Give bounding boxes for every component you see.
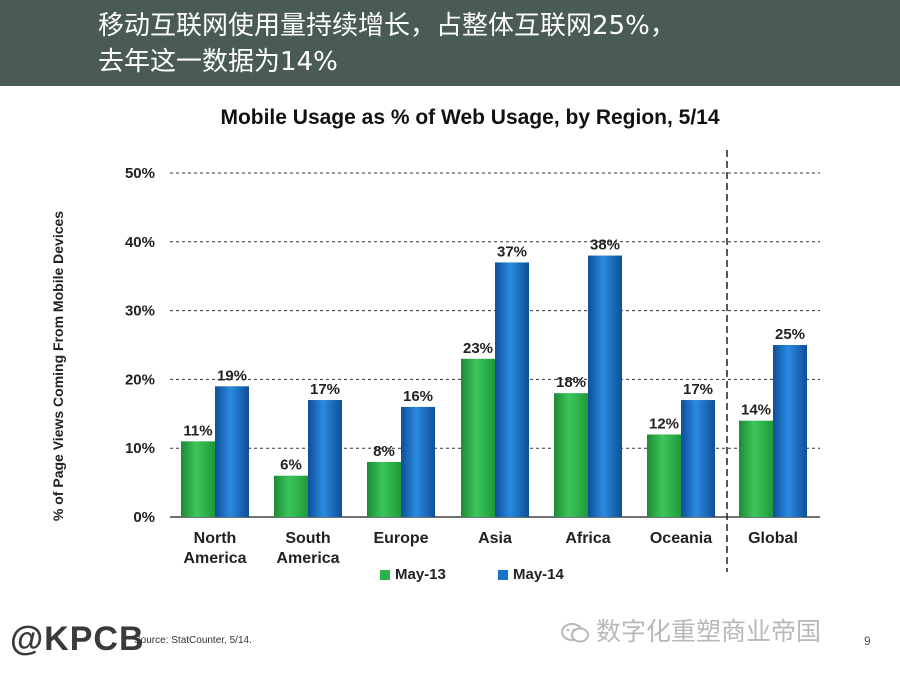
bar-may-13: [367, 461, 401, 517]
title-banner: 移动互联网使用量持续增长，占整体互联网25%， 去年这一数据为14%: [0, 0, 900, 86]
banner-line-2: 去年这一数据为14%: [98, 47, 338, 77]
x-tick-label: Europe: [373, 530, 428, 547]
y-tick-label: 40%: [125, 234, 155, 251]
legend-item-may-13: May-13: [380, 566, 446, 583]
data-label: 16%: [403, 388, 433, 405]
x-tick-label: North America: [183, 530, 246, 567]
chart-title: Mobile Usage as % of Web Usage, by Regio…: [220, 106, 720, 129]
data-label: 19%: [217, 367, 247, 384]
y-tick-label: 10%: [125, 440, 155, 457]
data-label: 25%: [775, 326, 805, 343]
x-tick-label: Oceania: [650, 530, 712, 547]
page-number: 9: [864, 634, 871, 648]
bar-may-13: [647, 434, 681, 517]
legend-swatch-may-13: [380, 570, 390, 581]
bar-may-13: [461, 358, 495, 517]
data-label: 14%: [741, 402, 771, 419]
data-label: 8%: [373, 443, 395, 460]
legend-swatch-may-14: [498, 570, 508, 581]
bar-may-14: [308, 400, 342, 517]
bar-may-13: [181, 441, 215, 517]
legend-label-may-14: May-14: [513, 566, 564, 583]
watermark-text: 数字化重塑商业帝国: [596, 617, 822, 646]
x-tick-label: Africa: [565, 530, 610, 547]
bar-may-14: [495, 262, 529, 517]
bar-may-14: [215, 386, 249, 517]
data-label: 11%: [183, 422, 212, 439]
data-label: 23%: [463, 340, 493, 357]
y-tick-label: 20%: [125, 371, 155, 388]
watermark: 数字化重塑商业帝国: [560, 612, 821, 648]
y-tick-label: 50%: [125, 165, 155, 182]
source-note: Source: StatCounter, 5/14.: [134, 635, 252, 646]
wechat-icon: [561, 623, 589, 643]
data-label: 17%: [683, 381, 713, 398]
x-tick-label: Asia: [478, 530, 512, 547]
data-label: 12%: [649, 415, 679, 432]
bar-may-14: [588, 255, 622, 517]
bar-may-13: [274, 475, 308, 517]
data-label: 37%: [497, 243, 527, 260]
x-tick-label: Global: [748, 530, 798, 547]
bar-may-14: [773, 345, 807, 517]
legend-item-may-14: May-14: [498, 566, 564, 583]
banner-line-1: 移动互联网使用量持续增长，占整体互联网25%，: [98, 11, 676, 41]
bar-may-14: [401, 406, 435, 517]
data-label: 18%: [556, 374, 586, 391]
bar-may-14: [681, 400, 715, 517]
legend-label-may-13: May-13: [395, 566, 446, 583]
bar-may-13: [554, 393, 588, 517]
data-label: 6%: [280, 457, 302, 474]
kpcb-logo: @KPCB: [10, 620, 145, 658]
x-tick-label: South America: [276, 530, 339, 567]
y-tick-label: 30%: [125, 303, 155, 320]
data-label: 17%: [310, 381, 340, 398]
y-tick-label: 0%: [133, 509, 155, 526]
data-label: 38%: [590, 237, 620, 254]
bar-may-13: [739, 420, 773, 517]
